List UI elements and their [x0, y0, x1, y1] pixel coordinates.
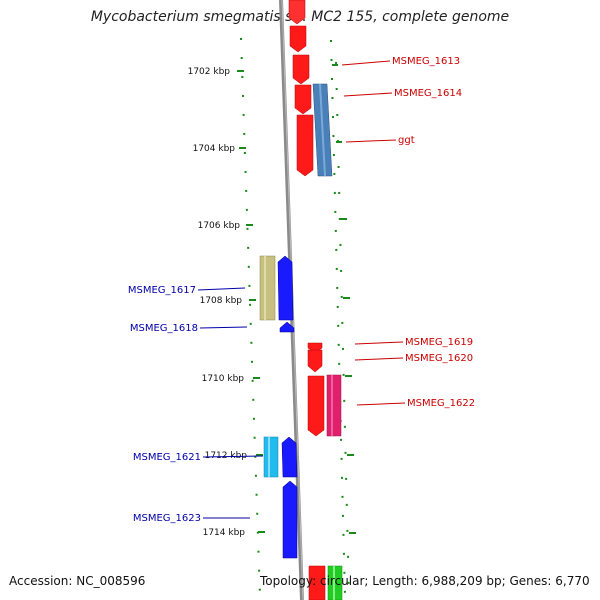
ruler-track-left	[240, 37, 261, 597]
gene-box-magenta	[326, 374, 342, 437]
gene-arrow	[294, 84, 312, 115]
gene-arrow	[279, 321, 295, 333]
gene-box-cyan	[263, 436, 279, 478]
tick-label-1704: 1704 kbp	[193, 144, 236, 154]
tick-label-1712: 1712 kbp	[205, 451, 248, 461]
gene-arrow	[296, 114, 314, 177]
gene-arrow	[281, 436, 298, 478]
genome-summary-text: Topology: circular; Length: 6,988,209 bp…	[260, 574, 590, 588]
gene-arrow	[288, 0, 306, 25]
accession-text: Accession: NC_008596	[9, 574, 146, 588]
gene-label-msmeg-1614: MSMEG_1614	[394, 88, 462, 99]
gene-label-msmeg-1621: MSMEG_1621	[133, 452, 201, 463]
gene-label-msmeg-1619: MSMEG_1619	[405, 337, 473, 348]
gene-label-msmeg-1617: MSMEG_1617	[128, 285, 196, 296]
gene-label-msmeg-1622: MSMEG_1622	[407, 398, 475, 409]
gene-label-ggt: ggt	[398, 135, 415, 146]
ruler-track-inner-right	[330, 39, 346, 597]
gene-label-msmeg-1620: MSMEG_1620	[405, 353, 473, 364]
gene-arrow	[307, 375, 325, 437]
gene-arrow	[282, 480, 298, 559]
gene-label-msmeg-1613: MSMEG_1613	[392, 56, 460, 67]
gene-label-msmeg-1618: MSMEG_1618	[130, 323, 198, 334]
gene-arrow	[292, 54, 310, 85]
gene-box-khaki	[259, 255, 276, 321]
gene-arrow	[289, 25, 307, 53]
tick-label-1708: 1708 kbp	[200, 296, 243, 306]
tick-label-1710: 1710 kbp	[202, 374, 245, 384]
gene-arrow	[307, 349, 323, 373]
gene-arrow	[277, 255, 294, 321]
gene-label-msmeg-1623: MSMEG_1623	[133, 513, 201, 524]
gene-arrow	[308, 565, 326, 600]
tick-label-1706: 1706 kbp	[198, 221, 241, 231]
tick-label-1702: 1702 kbp	[188, 67, 231, 77]
tick-label-1714: 1714 kbp	[203, 528, 246, 538]
reverse-genes	[277, 255, 298, 559]
forward-genes	[288, 0, 326, 600]
